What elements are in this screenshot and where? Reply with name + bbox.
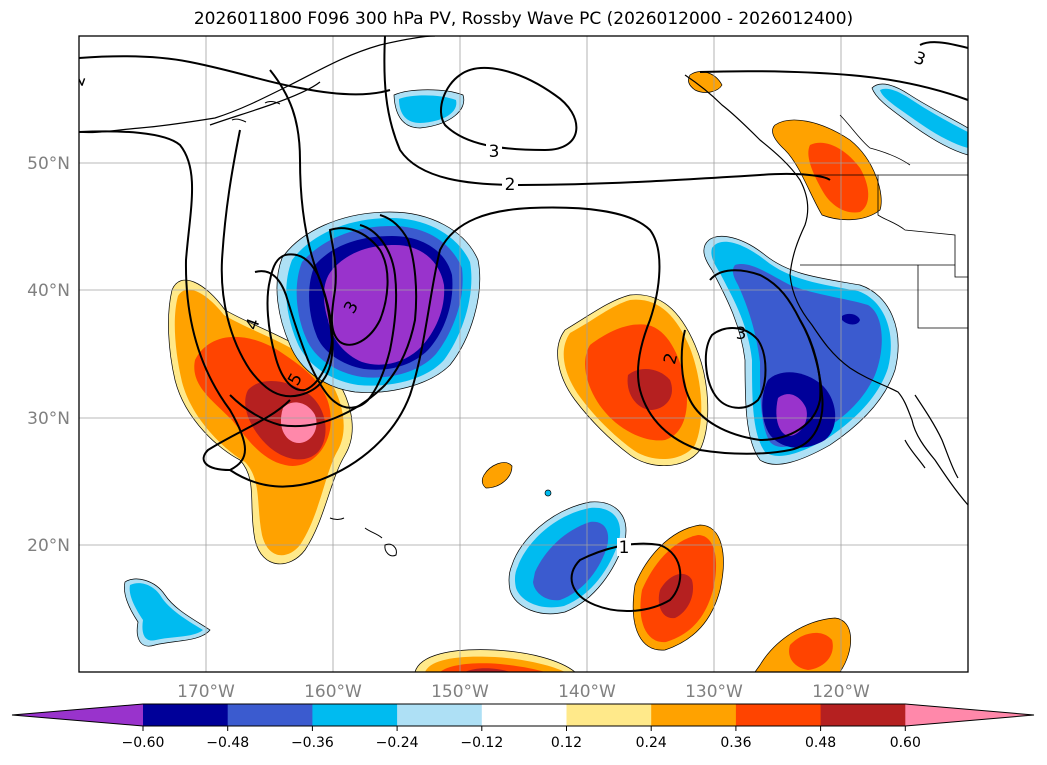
colorbar-segment xyxy=(312,704,398,726)
colorbar-tick-label: −0.12 xyxy=(460,735,503,751)
negative-anomaly-south xyxy=(124,489,627,647)
colorbar-segment xyxy=(905,704,1034,726)
lon-label-140w: 140°W xyxy=(558,682,616,702)
colorbar-tick-label: −0.60 xyxy=(122,735,165,751)
contour-label: 3 xyxy=(489,142,500,162)
colorbar-segment xyxy=(651,704,737,726)
contour-label: 1 xyxy=(619,538,630,558)
lat-label-40n: 40°N xyxy=(27,281,70,301)
positive-anomaly-center xyxy=(557,294,709,466)
plot-title: 2026011800 F096 300 hPa PV, Rossby Wave … xyxy=(193,9,854,29)
lat-label-20n: 20°N xyxy=(27,536,70,556)
contour-label: 2 xyxy=(660,351,682,367)
islands xyxy=(231,100,397,557)
colorbar-tick-label: 0.36 xyxy=(720,735,751,751)
gridlines xyxy=(79,36,968,672)
colorbar-segment xyxy=(481,704,567,726)
colorbar-segment xyxy=(820,704,906,726)
lon-label-170w: 170°W xyxy=(177,682,235,702)
lat-label-30n: 30°N xyxy=(27,409,70,429)
contour-label: 2 xyxy=(505,175,516,195)
longitude-labels: 170°W 160°W 150°W 140°W 130°W 120°W xyxy=(177,682,870,702)
colorbar-segment xyxy=(143,704,229,726)
colorbar-segment xyxy=(12,704,143,726)
map-area: 3 2 3 4 5 2 3 1 2 3 xyxy=(68,36,968,672)
lon-label-160w: 160°W xyxy=(304,682,362,702)
colorbar-tick-label: 0.24 xyxy=(636,735,667,751)
colorbar-tick-label: −0.48 xyxy=(206,735,249,751)
colorbar-tick-label: 0.60 xyxy=(890,735,921,751)
lon-label-120w: 120°W xyxy=(812,682,870,702)
lon-label-130w: 130°W xyxy=(685,682,743,702)
lon-label-150w: 150°W xyxy=(431,682,489,702)
colorbar-segment xyxy=(735,704,822,726)
contour-label: 2 xyxy=(68,72,90,89)
lat-label-50n: 50°N xyxy=(27,154,70,174)
colorbar-tick-label: −0.24 xyxy=(376,735,419,751)
colorbar-segment xyxy=(397,704,483,726)
colorbar-segment xyxy=(227,704,313,726)
map-frame xyxy=(78,35,969,673)
latitude-labels: 20°N 30°N 40°N 50°N xyxy=(27,154,70,556)
colorbar-tick-label: −0.36 xyxy=(291,735,334,751)
colorbar: −0.60 −0.48 −0.36 −0.24 −0.12 0.12 0.24 0.36 0.4… xyxy=(11,703,1035,751)
colorbar-segment xyxy=(566,704,652,726)
colorbar-tick-label: 0.48 xyxy=(805,735,836,751)
colorbar-tick-label: 0.12 xyxy=(551,735,582,751)
positive-anomaly-northeast xyxy=(688,71,968,221)
political-borders xyxy=(800,114,968,329)
contour-label: 3 xyxy=(736,324,747,344)
